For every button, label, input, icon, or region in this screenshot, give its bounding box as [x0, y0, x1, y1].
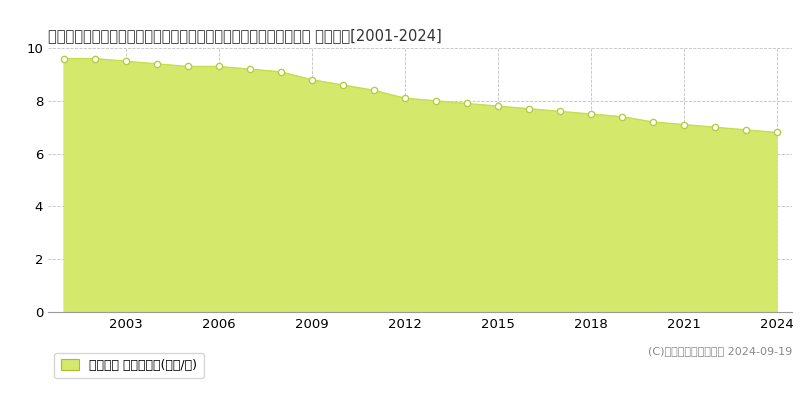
Legend: 基準地価 平均坪単価(万円/坪): 基準地価 平均坪単価(万円/坪)	[54, 352, 203, 378]
Text: 長崎県西彼杯郡時津町西時津郷字大屋平１０９４番３外　基準地価 地価推移[2001-2024]: 長崎県西彼杯郡時津町西時津郷字大屋平１０９４番３外 基準地価 地価推移[2001…	[48, 28, 442, 43]
Text: (C)土地価格ドットコム 2024-09-19: (C)土地価格ドットコム 2024-09-19	[648, 346, 792, 356]
